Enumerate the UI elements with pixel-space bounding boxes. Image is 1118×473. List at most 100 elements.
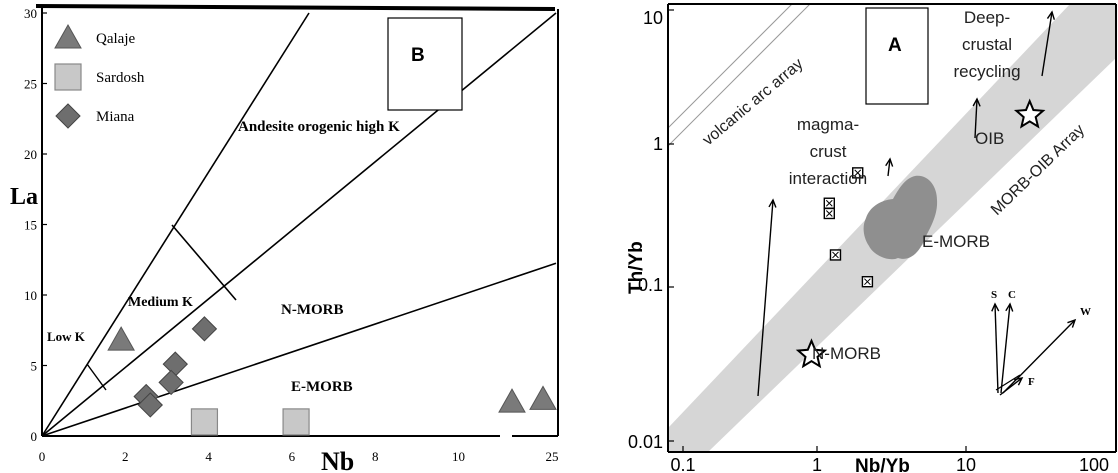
panel-a-arrow-head [972,97,981,107]
panel-a-x-tick-label: 0.1 [670,455,695,473]
panel-a-x-tick-label: 1 [812,455,822,473]
panel-a-vector-w-head [1067,318,1077,328]
panel-a-arrow-head [768,198,777,208]
panel-a-e-morb-field [863,175,938,260]
panel-a-arrow [1041,11,1053,77]
panel-b-divider-line [171,224,237,301]
panel-b-point-miana [191,316,218,342]
panel-a-arrow-head [885,157,894,167]
panel-b-field-label: Andesite orogenic high K [238,119,400,135]
panel-b-legend-label-miana: Miana [96,109,135,125]
panel-a-y-axis-label: Th/Yb [626,241,647,294]
panel-b-legend-label-sardosh: Sardosh [96,70,145,86]
panel-a-vector-label-c: C [1008,289,1016,301]
panel-b-point-qalaje [107,326,135,351]
panel-a-annotation-line: crust [810,142,847,161]
panel-b-y-tick-label: 15 [24,218,37,233]
panel-a-annotation-line: interaction [789,169,867,188]
panel-b-top-axis [35,4,556,11]
panel-b-point-miana [158,369,184,396]
panel-a-vector-label-f: F [1028,376,1035,388]
panel-b-label-box [387,17,463,111]
panel-a-vector-f [999,377,1023,396]
panel-a-vector-c-head [1005,302,1014,312]
panel-a-annotation-line: Deep- [964,8,1010,27]
panel-b-divider-line [86,363,107,391]
panel-b-boundary-line [41,262,557,437]
panel-b-y-tick-label: 10 [24,288,37,303]
panel-a-thyb-nbyb-chart: 0.1 1 10 100 0.01 0.1 1 10 N-MORB OIB E-MORB volca… [626,3,1117,473]
panel-a-y-tick-label: 0.1 [638,275,663,295]
panel-a-ref-star-oib [1013,98,1046,129]
panel-b-y-tick-label: 5 [31,359,38,374]
panel-a-arrow-head [1046,10,1055,20]
panel-a-vector-f-head [1014,377,1024,386]
panel-b-x-tick-label: 2 [122,449,129,464]
panel-a-panel-label: A [888,35,902,56]
panel-a-vector-label-s: S [991,289,997,301]
panel-b-field-label: Low K [47,329,86,344]
panel-a-annotation-line: recycling [953,62,1020,81]
panel-b-point-qalaje [498,388,526,413]
panel-b-y-axis-label: La [10,184,38,210]
panel-b-x-tick-label: 8 [372,449,379,464]
panel-a-annotation-line: crustal [962,35,1012,54]
panel-b-boundary-line [41,12,557,437]
panel-a-sample-point-mark [864,278,871,286]
panel-b-x-axis-label: Nb [321,447,354,473]
panel-a-x-axis-label: Nb/Yb [855,456,910,473]
panel-b-point-sardosh [282,408,310,436]
panel-a-sample-point-mark [854,169,862,177]
panel-b-field-label: Medium K [128,295,193,310]
panel-b-point-miana [137,392,163,418]
panel-a-ref-label-e-morb: E-MORB [922,232,990,251]
panel-b-x-tick-label: 4 [205,449,212,464]
panel-b-x-tick-label: 6 [289,449,296,464]
panel-a-vector-s-head [991,302,1000,312]
panel-b-axis-break [500,430,512,442]
panel-b-point-sardosh [190,408,219,436]
panel-a-arrow [757,199,774,397]
panel-b-la-nb-chart: 0 5 10 15 20 25 30 0 2 4 6 8 10 25 Andesite orogenic … [10,4,559,473]
panel-b-y-tick-label: 20 [24,147,37,162]
panel-b-panel-label: B [411,45,425,66]
panel-a-y-tick-label: 0.01 [628,432,663,452]
panel-b-y-tick-label: 30 [24,6,37,21]
panel-a-band-label: volcanic arc array [700,55,807,149]
panel-a-annotation-line: magma- [797,115,859,134]
panel-a-vector-s [994,303,999,394]
panel-b-field-label: N-MORB [281,302,344,318]
panel-b-x-tick-label: 0 [39,449,46,464]
panel-b-y-tick-label: 0 [31,429,38,444]
panel-b-y-tick-label: 25 [24,77,37,92]
panel-a-arrow [887,158,891,177]
panel-a-sample-point-mark [825,199,833,207]
panel-a-x-tick-label: 10 [956,455,976,473]
panel-b-legend-marker-sardosh [54,63,82,91]
panel-a-vector-w [1002,319,1076,394]
panel-b-legend-label-qalaje: Qalaje [96,31,135,47]
panel-b-x-tick-label: 10 [452,449,465,464]
panel-a-x-tick-label: 100 [1079,455,1109,473]
panel-a-vector-label-w: W [1080,306,1091,318]
panel-b-point-qalaje [529,385,557,410]
panel-b-x-tick-label: 25 [546,449,559,464]
panel-a-vector-c [1000,303,1011,394]
panel-a-arrow [974,98,978,139]
panel-b-boundary-line [41,12,310,437]
panel-a-vector-f [995,374,1021,391]
panel-b-field-label: E-MORB [291,379,353,395]
panel-a-y-tick-label: 1 [653,134,663,154]
panel-a-ref-label-n-morb: N-MORB [812,344,881,363]
panel-b-point-miana [162,351,188,377]
panel-a-sample-point-mark [825,210,833,217]
panel-a-y-tick-label: 10 [643,8,663,28]
panel-a-ref-label-oib: OIB [975,129,1004,148]
panel-a-sample-point-mark [832,251,839,259]
panel-b-legend-marker-miana [55,103,81,129]
panel-a-volcanic-arc-line [667,3,793,129]
panel-a-label-box [865,7,929,105]
panel-a-ref-star-n-morb [795,338,828,369]
panel-b-legend-marker-qalaje [54,23,82,49]
